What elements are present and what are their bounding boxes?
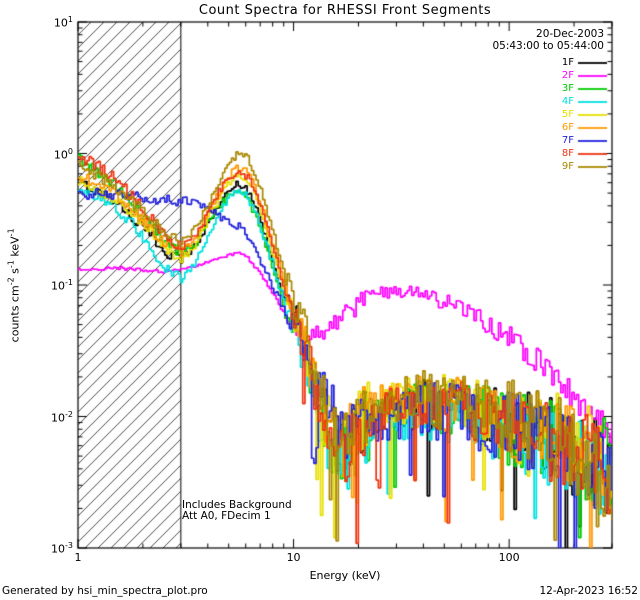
y-tick-10e-1: 10-1: [51, 278, 73, 293]
y-tick-10e-2: 10-2: [51, 409, 73, 425]
legend-label-9f: 9F: [561, 161, 574, 172]
observation-date: 20-Dec-2003: [536, 28, 604, 40]
plot-title: Count Spectra for RHESSI Front Segments: [198, 3, 492, 18]
legend-label-6f: 6F: [561, 122, 574, 133]
footer-datetime: 12-Apr-2023 16:52: [539, 585, 638, 597]
legend-label-4f: 4F: [561, 96, 574, 107]
footer-generator: Generated by hsi_min_spectra_plot.pro: [2, 585, 208, 597]
x-tick-100: 100: [498, 551, 520, 564]
y-tick-10e-3: 10-3: [51, 541, 73, 556]
annotation-att-fdecim: Att A0, FDecim 1: [182, 510, 271, 522]
legend-label-7f: 7F: [561, 135, 574, 146]
y-axis-label: counts cm-2 s-1 keV-1: [6, 228, 22, 343]
y-tick-10e0: 100: [53, 146, 73, 162]
legend-label-5f: 5F: [561, 109, 574, 120]
legend-label-1f: 1F: [561, 57, 574, 68]
x-axis-label: Energy (keV): [309, 569, 381, 582]
observation-time-range: 05:43:00 to 05:44:00: [492, 40, 604, 52]
legend-label-3f: 3F: [561, 83, 574, 94]
legend-label-2f: 2F: [561, 70, 574, 81]
legend-label-8f: 8F: [561, 148, 574, 159]
x-tick-10: 10: [286, 551, 301, 564]
y-tick-10e1: 101: [53, 15, 73, 30]
annotation-includes-background: Includes Background: [182, 499, 292, 511]
x-tick-1: 1: [74, 551, 82, 564]
